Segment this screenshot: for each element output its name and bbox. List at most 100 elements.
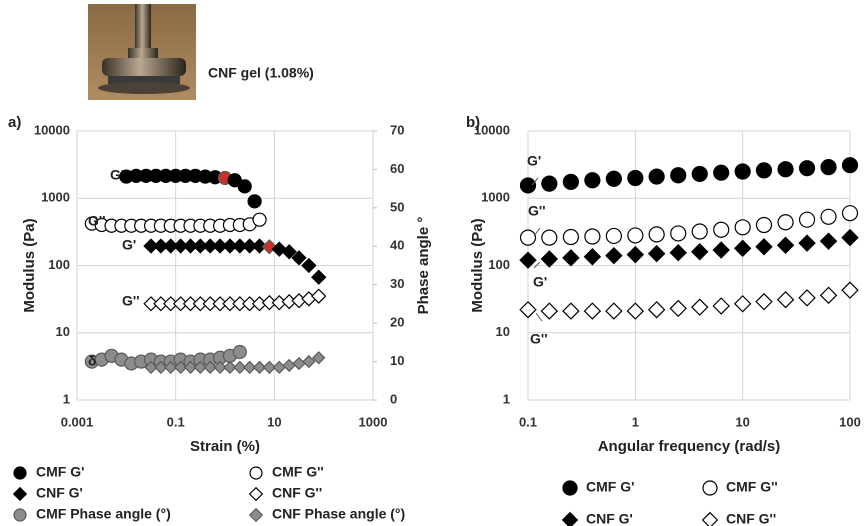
legend-marker <box>248 486 264 502</box>
data-point <box>755 216 773 234</box>
data-point <box>734 163 751 180</box>
data-point <box>562 228 579 246</box>
data-point <box>798 289 816 307</box>
y-tick-label: 10 <box>56 324 70 339</box>
y-axis-label: Modulus (Pa) <box>21 218 38 312</box>
annotation-leader <box>533 261 541 269</box>
y-tick-label: 1000 <box>481 190 510 205</box>
annotation-leader <box>533 227 541 237</box>
data-point <box>605 227 622 245</box>
data-point <box>647 300 666 319</box>
panel-label: a) <box>8 114 21 131</box>
x-tick-label: 100 <box>839 414 861 429</box>
data-point <box>605 170 622 187</box>
legend-marker <box>12 486 28 502</box>
data-point <box>733 295 752 313</box>
y-tick-label: 100 <box>488 257 510 272</box>
data-point <box>541 175 558 192</box>
data-point <box>626 245 645 264</box>
data-point <box>237 179 252 194</box>
annotation: G'' <box>528 203 546 219</box>
data-point <box>213 360 227 374</box>
legend-marker <box>13 508 27 522</box>
data-point <box>302 354 316 369</box>
data-point <box>712 297 730 315</box>
data-point <box>647 244 666 263</box>
legend-marker <box>249 466 263 480</box>
x-tick-label: 0.1 <box>167 414 185 429</box>
data-point <box>648 226 665 243</box>
data-point <box>841 205 859 222</box>
data-point <box>164 360 178 374</box>
data-point <box>648 168 665 185</box>
y2-tick-label: 30 <box>390 276 404 291</box>
data-point <box>626 302 645 320</box>
data-point <box>841 228 859 247</box>
y-axis-label: Modulus (Pa) <box>469 218 486 312</box>
data-point <box>627 169 644 187</box>
data-point <box>798 234 816 252</box>
data-point <box>173 360 188 374</box>
legend-label: CNF G' <box>586 511 633 526</box>
data-point <box>583 302 602 320</box>
annotation: G' <box>110 167 124 183</box>
x-tick-label: 0.1 <box>519 414 537 429</box>
data-point <box>755 238 773 256</box>
y2-tick-label: 60 <box>390 161 404 176</box>
data-point <box>690 298 709 316</box>
data-point <box>247 194 262 209</box>
y-tick-label: 10 <box>496 324 510 339</box>
data-point <box>755 162 773 179</box>
data-point <box>562 173 579 191</box>
data-point <box>193 360 207 374</box>
legend-marker <box>562 480 578 496</box>
data-point <box>627 227 644 244</box>
data-point <box>262 360 277 374</box>
y-tick-label: 1 <box>503 391 510 406</box>
data-point <box>713 221 730 238</box>
y2-axis-label: Phase angle ° <box>415 217 432 315</box>
annotation: G'' <box>122 293 140 309</box>
data-point <box>776 290 795 309</box>
data-point <box>291 250 307 266</box>
data-point <box>798 160 816 177</box>
annotation-leader <box>531 177 539 186</box>
data-point <box>519 251 537 269</box>
y-tick-label: 100 <box>48 257 70 272</box>
x-tick-label: 1 <box>632 414 639 429</box>
x-axis-label: Strain (%) <box>190 438 260 455</box>
y2-tick-label: 50 <box>390 199 404 214</box>
data-point <box>605 302 623 320</box>
legend-label: CMF G'' <box>726 479 778 495</box>
data-point <box>233 360 247 374</box>
legend-label: CNF Phase angle (°) <box>272 506 405 522</box>
data-point <box>841 157 859 174</box>
data-point <box>798 211 816 228</box>
x-tick-label: 0.001 <box>61 414 94 429</box>
annotation: G'' <box>530 331 548 347</box>
data-point <box>541 229 558 246</box>
data-point <box>251 238 268 254</box>
y2-tick-label: 40 <box>390 238 404 253</box>
data-point <box>562 302 580 320</box>
data-point <box>281 244 297 260</box>
data-point <box>820 159 837 176</box>
data-point <box>669 243 687 262</box>
data-point <box>282 358 296 373</box>
y2-tick-label: 0 <box>390 391 397 406</box>
data-point <box>183 360 198 374</box>
data-point <box>713 164 730 181</box>
data-point <box>691 223 708 240</box>
data-point <box>261 239 278 255</box>
data-point <box>605 246 623 265</box>
annotation: G'' <box>88 213 106 229</box>
data-point <box>311 269 327 285</box>
legend-label: CNF G'' <box>272 485 322 501</box>
annotation: G' <box>533 274 547 290</box>
data-point <box>519 177 537 194</box>
photo <box>88 4 196 100</box>
annotation: δ <box>88 353 97 369</box>
x-tick-label: 10 <box>735 414 749 429</box>
data-point <box>243 360 257 374</box>
